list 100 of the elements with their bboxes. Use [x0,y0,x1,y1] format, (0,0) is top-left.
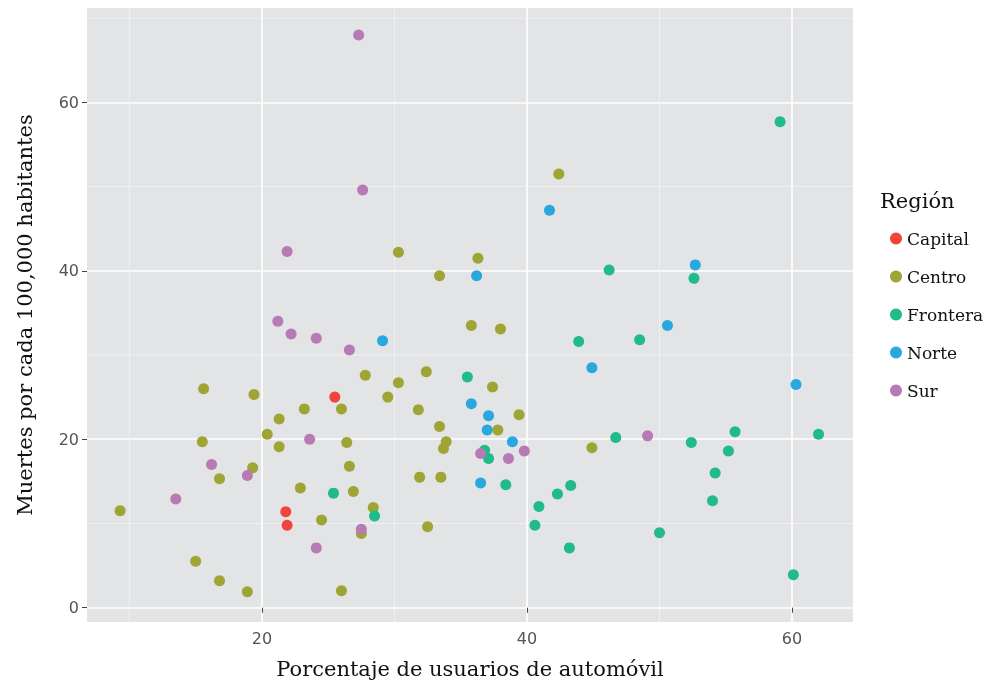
point [533,501,545,513]
point [422,521,434,533]
point [347,485,359,497]
point [335,585,347,597]
point [261,428,273,440]
point [281,245,293,257]
x-tick-label: 60 [781,628,803,648]
point [709,467,721,479]
point [434,421,446,433]
point [392,246,404,258]
point [438,443,449,454]
x-axis-title: Porcentaje de usuarios de automóvil [276,656,665,681]
point [310,332,322,344]
point [506,436,518,448]
point [206,459,218,470]
legend-title: Región [880,188,955,213]
point [774,116,786,128]
point [357,184,369,196]
point [412,404,424,416]
point [661,320,673,332]
point [343,460,355,472]
point [492,424,504,436]
point [369,510,381,522]
point [544,204,556,216]
point [273,413,285,425]
point [280,506,292,518]
point [475,448,487,460]
point [563,542,575,554]
point [392,377,404,389]
point [487,381,499,393]
point [502,453,514,465]
point [341,437,353,449]
point [472,252,484,264]
point [414,471,426,483]
point [241,586,253,598]
point [335,403,347,415]
point [729,426,741,438]
point [377,335,389,347]
point [586,362,598,374]
legend-label: Frontera [907,304,984,325]
point [586,442,598,454]
point [355,523,367,535]
point [790,378,802,390]
point [198,383,210,395]
point [382,391,394,403]
point [285,328,297,340]
legend-label: Sur [907,380,939,401]
point [170,493,182,505]
point [247,462,259,474]
y-tick-label: 0 [68,598,79,618]
y-tick-label: 60 [58,92,79,112]
point [316,514,328,526]
point [654,527,666,539]
point [642,430,654,442]
point [603,264,615,276]
point [722,445,734,457]
point [481,424,493,436]
point [529,519,541,531]
point [500,479,512,491]
legend-label: Capital [907,228,969,249]
point [610,432,622,444]
point [328,487,339,499]
point [434,270,446,282]
point [310,542,322,554]
point [214,473,226,485]
x-tick-label: 20 [251,628,273,648]
point [353,29,365,41]
point [248,389,260,401]
point [685,437,697,449]
point [281,519,293,531]
point [483,453,495,465]
point [565,480,577,492]
point [359,369,371,381]
y-tick-label: 40 [58,261,79,281]
point [304,433,316,445]
point [298,403,310,415]
point [553,168,565,180]
point [294,482,306,494]
point [465,398,477,410]
point [190,555,202,567]
point [813,428,825,440]
y-axis-title: Muertes por cada 100,000 habitantes [12,114,37,516]
point [465,320,477,332]
legend-label: Centro [907,266,967,287]
point [114,505,126,517]
point [475,477,487,489]
point [435,471,447,483]
point [551,488,563,500]
point [483,410,495,422]
point [518,445,530,457]
point [573,336,585,348]
point [272,315,284,327]
point [420,366,432,378]
x-tick-label: 40 [516,628,538,648]
point [214,575,226,587]
point [343,344,355,356]
point [513,409,525,421]
point [787,569,799,581]
point [471,270,483,282]
legend-label: Norte [907,342,958,363]
